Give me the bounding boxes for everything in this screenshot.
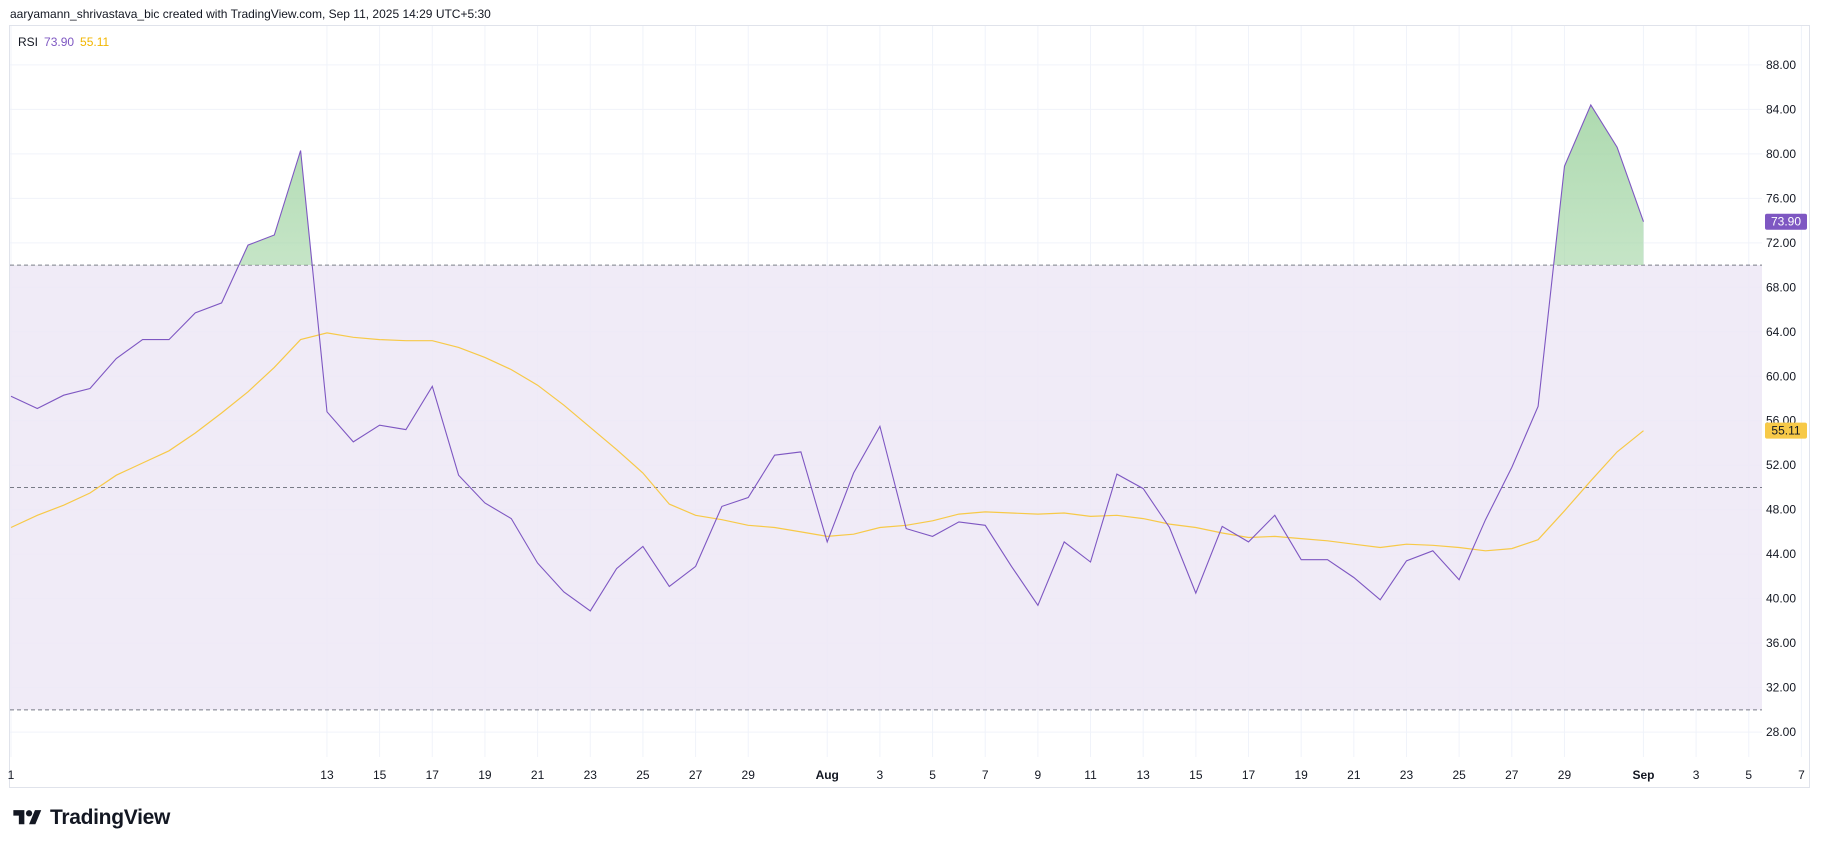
legend-rsi-value: 73.90: [44, 35, 75, 49]
x-tick-label: 21: [1347, 768, 1361, 782]
x-tick-label: 25: [1452, 768, 1466, 782]
y-tick-label: 52.00: [1766, 458, 1796, 472]
y-tick-label: 80.00: [1766, 147, 1796, 161]
x-tick-label: 19: [1294, 768, 1308, 782]
tradingview-logo[interactable]: TradingView: [11, 806, 171, 829]
y-tick-label: 28.00: [1766, 725, 1796, 739]
svg-text:73.90: 73.90: [1771, 215, 1801, 229]
x-tick-label: 27: [689, 768, 703, 782]
legend-name: RSI: [18, 35, 39, 49]
tradingview-brand: TradingView: [50, 806, 171, 829]
y-tick-label: 76.00: [1766, 191, 1796, 205]
indicator-legend[interactable]: RSI 73.90 55.11: [18, 35, 115, 49]
x-tick-label: 19: [478, 768, 492, 782]
x-tick-label: 11: [1084, 768, 1097, 782]
y-tick-label: 72.00: [1766, 236, 1796, 250]
x-tick-label: 5: [929, 768, 936, 782]
x-tick-label: 3: [877, 768, 884, 782]
x-tick-label: 17: [426, 768, 440, 782]
x-tick-label: 7: [1798, 768, 1805, 782]
x-tick-label: 15: [373, 768, 387, 782]
x-tick-label: 27: [1505, 768, 1519, 782]
svg-text:55.11: 55.11: [1771, 424, 1800, 438]
y-tick-label: 84.00: [1766, 102, 1796, 116]
chart-frame: [9, 25, 1810, 788]
y-axis: 28.0032.0036.0040.0044.0048.0052.0056.00…: [1766, 58, 1796, 739]
y-tick-label: 40.00: [1766, 592, 1796, 606]
x-tick-label: 21: [531, 768, 545, 782]
x-tick-label: 13: [1137, 768, 1151, 782]
y-tick-label: 48.00: [1766, 503, 1796, 517]
x-tick-label: 5: [1745, 768, 1752, 782]
ma-line: [10, 332, 1644, 552]
rsi-price-tag: 73.90: [1765, 213, 1807, 230]
y-tick-label: 44.00: [1766, 547, 1796, 561]
x-tick-label: 9: [1035, 768, 1042, 782]
x-tick-label: Sep: [1632, 768, 1654, 782]
x-tick-label: 3: [1693, 768, 1700, 782]
x-tick-label: Aug: [816, 768, 839, 782]
x-tick-label: 23: [584, 768, 598, 782]
series: [10, 103, 1645, 612]
legend-ma-value: 55.11: [80, 35, 110, 49]
price-tags: 73.90 55.11: [1765, 213, 1807, 439]
y-tick-label: 36.00: [1766, 636, 1796, 650]
x-tick-label: 15: [1189, 768, 1203, 782]
y-tick-label: 88.00: [1766, 58, 1796, 72]
x-axis: 1 13 15 17 19 21 23 25 27 29 Aug 3 5 7 9 11 13 15 17 19 21 23…: [8, 768, 1805, 782]
x-tick-label: 1: [8, 768, 15, 782]
x-tick-label: 17: [1242, 768, 1256, 782]
y-tick-label: 68.00: [1766, 280, 1796, 294]
x-tick-label: 29: [742, 768, 756, 782]
rsi-line: [10, 103, 1645, 612]
y-tick-label: 32.00: [1766, 681, 1796, 695]
x-tick-label: 7: [982, 768, 989, 782]
ma-price-tag: 55.11: [1765, 422, 1807, 439]
y-tick-label: 60.00: [1766, 369, 1796, 383]
y-tick-label: 64.00: [1766, 325, 1796, 339]
x-tick-label: 29: [1558, 768, 1572, 782]
attribution-text: aaryamann_shrivastava_bic created with T…: [10, 7, 491, 21]
x-tick-label: 13: [320, 768, 334, 782]
rsi-chart[interactable]: 28.0032.0036.0040.0044.0048.0052.0056.00…: [0, 0, 1825, 800]
x-tick-label: 25: [636, 768, 650, 782]
x-tick-label: 23: [1400, 768, 1414, 782]
tradingview-logo-icon: [13, 810, 42, 825]
